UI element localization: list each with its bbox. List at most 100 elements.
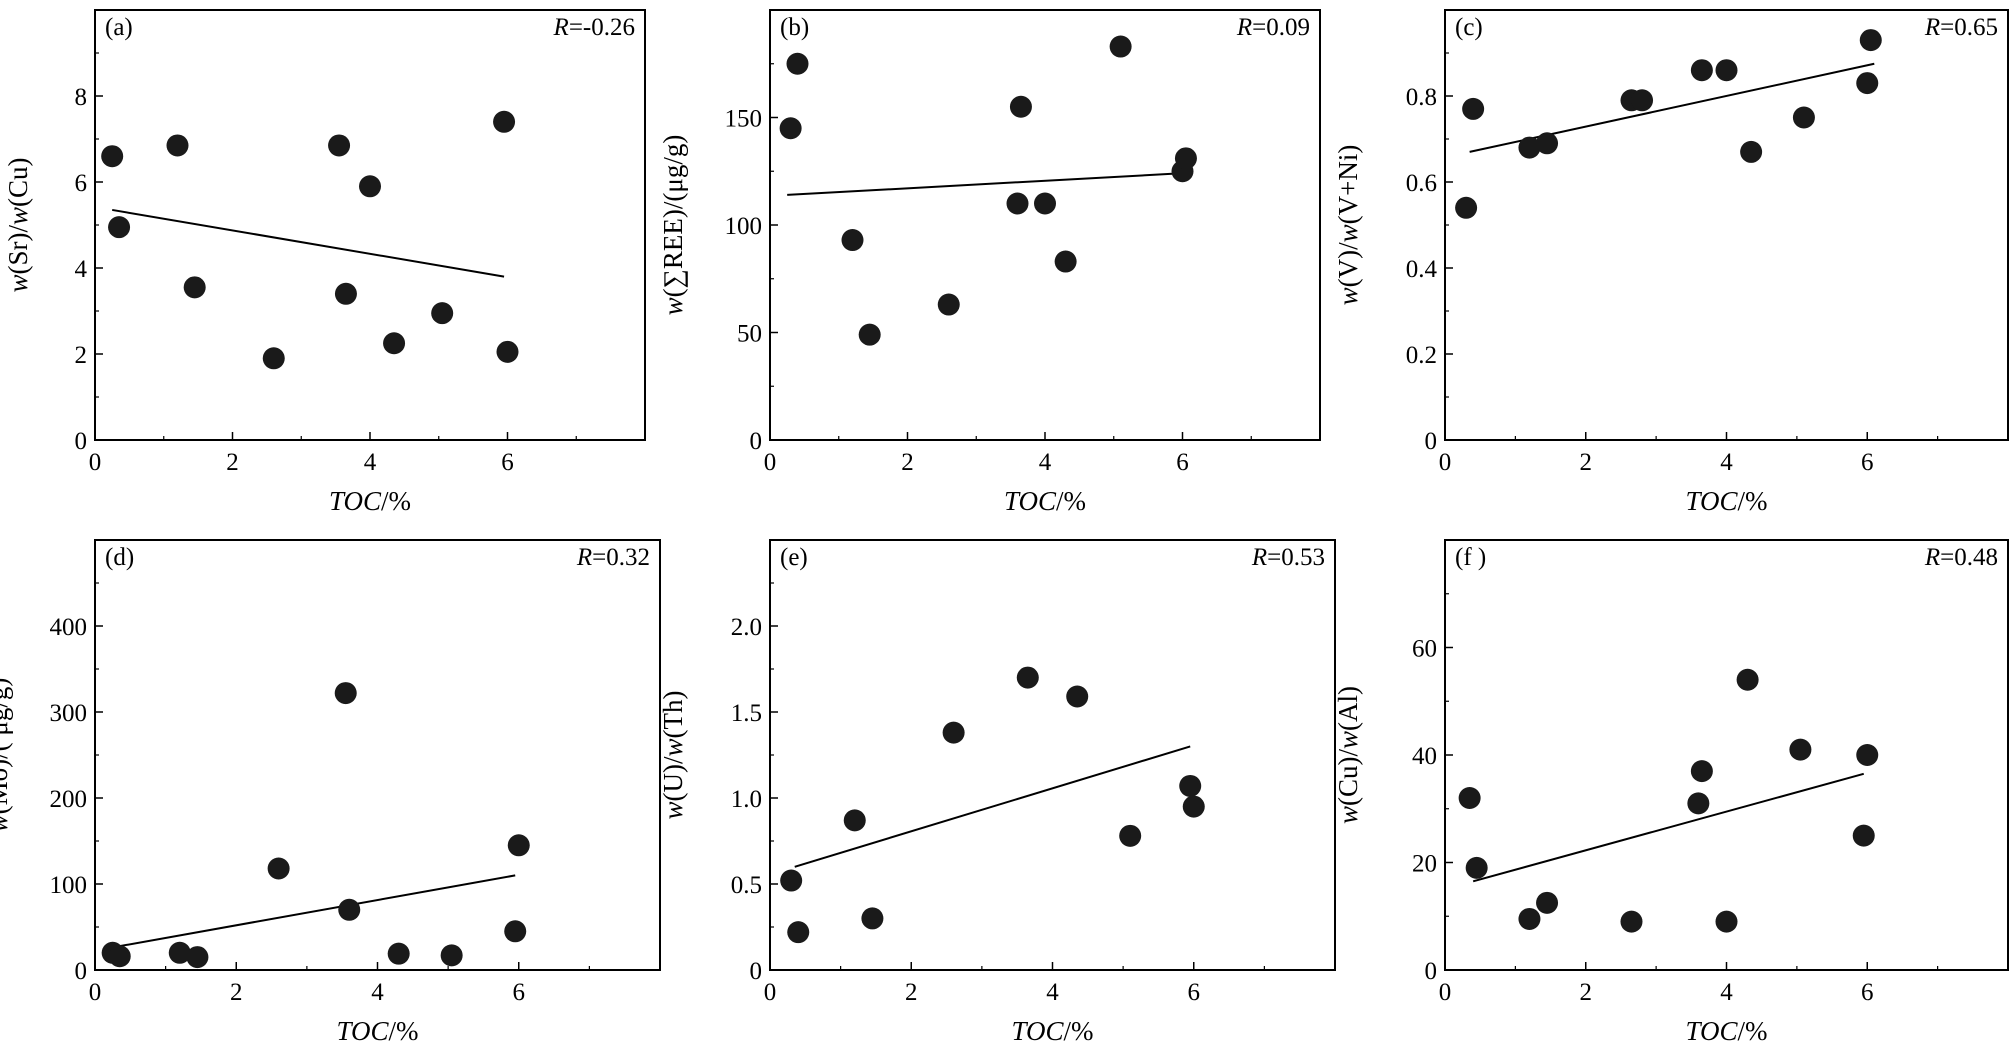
data-point bbox=[1536, 132, 1559, 155]
x-tick-label: 6 bbox=[1188, 979, 1201, 1006]
data-point bbox=[1455, 196, 1478, 219]
panel-label: (f ) bbox=[1455, 544, 1486, 571]
y-tick-label: 50 bbox=[737, 321, 762, 348]
x-tick-label: 2 bbox=[230, 979, 243, 1006]
panel-label: (a) bbox=[105, 14, 133, 41]
data-point bbox=[1518, 136, 1541, 159]
data-point bbox=[334, 282, 357, 305]
correlation-label: R=0.53 bbox=[1251, 544, 1325, 571]
x-axis-label: TOC/% bbox=[1011, 1016, 1093, 1046]
y-tick-label: 0 bbox=[1425, 428, 1438, 455]
x-tick-label: 0 bbox=[764, 979, 777, 1006]
x-axis-label: TOC/% bbox=[1685, 1016, 1767, 1046]
data-point bbox=[183, 276, 206, 299]
panel-label: (d) bbox=[105, 544, 134, 571]
data-point bbox=[1054, 250, 1077, 273]
y-tick-label: 20 bbox=[1412, 851, 1437, 878]
y-tick-label: 400 bbox=[50, 614, 88, 641]
x-tick-label: 4 bbox=[1039, 449, 1052, 476]
correlation-label: R=0.65 bbox=[1924, 14, 1998, 41]
y-tick-label: 0 bbox=[75, 428, 88, 455]
y-axis-label-num: (Sr) bbox=[3, 233, 33, 275]
x-axis-label: TOC/% bbox=[329, 486, 411, 516]
y-tick-label: 0 bbox=[75, 958, 88, 985]
data-point bbox=[1740, 140, 1763, 163]
plot-frame bbox=[769, 9, 1321, 441]
data-point bbox=[496, 340, 519, 363]
x-tick-label: 2 bbox=[1580, 979, 1593, 1006]
data-point bbox=[937, 293, 960, 316]
x-tick-label: 0 bbox=[89, 979, 102, 1006]
data-point bbox=[841, 229, 864, 252]
y-axis-label-sep: / bbox=[0, 751, 13, 759]
data-point bbox=[1119, 824, 1142, 847]
y-axis-label-sep: / bbox=[1333, 749, 1363, 757]
y-tick-label: 8 bbox=[75, 84, 88, 111]
correlation-value: =0.09 bbox=[1252, 14, 1310, 41]
y-axis-label-prefix: w bbox=[658, 297, 688, 315]
data-point bbox=[786, 52, 809, 75]
correlation-label: R=0.32 bbox=[576, 544, 650, 571]
y-tick-label: 300 bbox=[50, 700, 88, 727]
x-tick-label: 0 bbox=[1439, 979, 1452, 1006]
data-point bbox=[1631, 89, 1654, 112]
y-axis-label-den: (Cu) bbox=[3, 157, 33, 207]
y-axis-label-den: (Al) bbox=[1333, 686, 1363, 731]
data-point bbox=[1536, 891, 1559, 914]
data-point bbox=[843, 809, 866, 832]
y-tick-label: 40 bbox=[1412, 743, 1437, 770]
y-axis-label-prefix2: w bbox=[3, 207, 33, 225]
data-point bbox=[1856, 72, 1879, 95]
y-tick-label: 0 bbox=[1425, 958, 1438, 985]
data-point bbox=[168, 941, 191, 964]
y-tick-label: 0 bbox=[750, 958, 763, 985]
y-tick-label: 4 bbox=[75, 256, 88, 283]
data-point bbox=[1109, 35, 1132, 58]
x-tick-label: 2 bbox=[226, 449, 239, 476]
y-axis-label-prefix2: w bbox=[1333, 731, 1363, 749]
correlation-label: R=-0.26 bbox=[553, 14, 635, 41]
y-axis-label-sep: / bbox=[658, 201, 688, 209]
data-point bbox=[1715, 59, 1738, 82]
panel-c: 0 2 4 600.20.40.60.8(c) R=0.65TOC/%w(V)/w(V+… bbox=[1333, 9, 2009, 516]
x-tick-label: 4 bbox=[364, 449, 377, 476]
data-point bbox=[1856, 744, 1879, 766]
correlation-var: R bbox=[553, 14, 569, 41]
y-axis-label-num: (Mo) bbox=[0, 759, 13, 815]
y-tick-label: 6 bbox=[75, 170, 88, 197]
y-axis-label-prefix2: w bbox=[1333, 224, 1363, 242]
x-tick-label: 4 bbox=[1720, 449, 1733, 476]
data-point bbox=[787, 921, 810, 944]
y-axis-label-prefix2: w bbox=[658, 738, 688, 756]
x-tick-label: 6 bbox=[1176, 449, 1189, 476]
panel-label: (c) bbox=[1455, 14, 1483, 41]
data-point bbox=[1016, 666, 1039, 689]
y-axis-label-num: (∑REE) bbox=[658, 209, 688, 297]
data-point bbox=[1789, 738, 1812, 761]
y-axis-label-den: (Th) bbox=[658, 690, 688, 738]
data-point bbox=[1715, 910, 1738, 933]
x-axis-label: TOC/% bbox=[1685, 486, 1767, 516]
y-axis-label: w(V)/w(V+Ni) bbox=[1333, 145, 1363, 306]
y-axis-label: w(Cu)/w(Al) bbox=[1333, 686, 1363, 824]
data-point bbox=[504, 920, 527, 943]
data-point bbox=[779, 117, 802, 140]
data-point bbox=[338, 898, 361, 921]
panel-b: 0 2 4 6 0 50 100 150 (b) R=0.09 TOC/% w(∑REE)/(μg/g… bbox=[658, 9, 1321, 516]
x-tick-label: 2 bbox=[905, 979, 918, 1006]
y-axis-label-sep: / bbox=[3, 225, 33, 233]
correlation-value: =0.65 bbox=[1940, 14, 1998, 41]
x-axis-unit: /% bbox=[1056, 486, 1086, 516]
data-point bbox=[108, 216, 131, 239]
x-axis-unit: /% bbox=[389, 1016, 419, 1046]
data-point bbox=[861, 907, 884, 930]
data-point bbox=[1687, 792, 1710, 815]
y-tick-label: 2.0 bbox=[731, 614, 762, 641]
y-axis-label: w(∑REE)/(μg/g) bbox=[658, 135, 688, 316]
correlation-var: R bbox=[1924, 14, 1940, 41]
plot-frame bbox=[94, 9, 646, 441]
x-axis-label: TOC/% bbox=[336, 1016, 418, 1046]
data-point bbox=[1458, 787, 1481, 809]
y-axis-label-prefix: w bbox=[0, 814, 13, 832]
